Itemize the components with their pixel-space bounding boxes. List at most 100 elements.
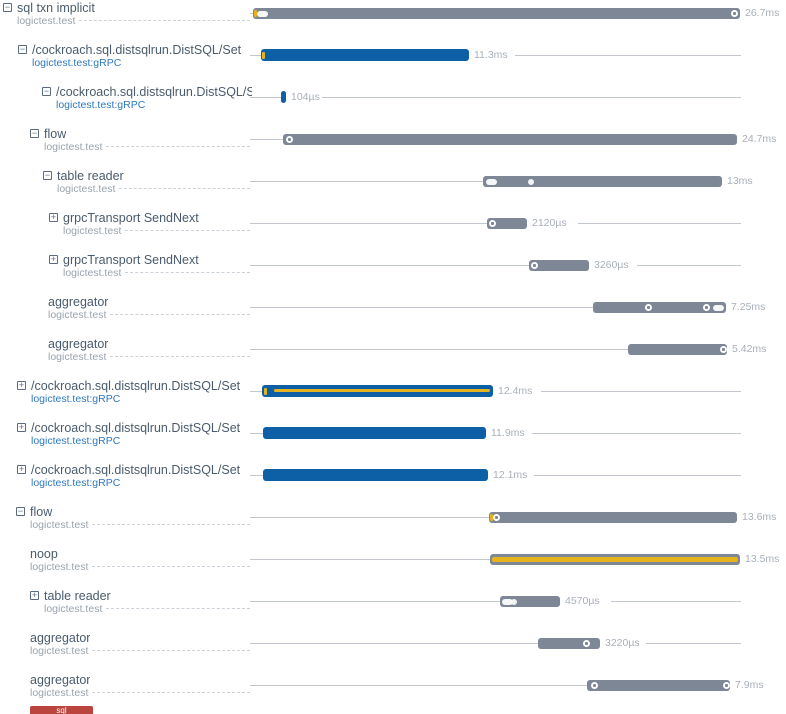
span-bar[interactable] [500, 596, 560, 607]
collapse-icon[interactable]: − [3, 2, 12, 12]
event-marker [489, 220, 496, 227]
pre-line [250, 13, 253, 14]
span-timeline: 11.3ms [250, 42, 786, 84]
leader-dashes [106, 608, 250, 609]
span-timeline: 12.4ms [250, 378, 786, 420]
collapse-icon[interactable]: − [43, 170, 52, 180]
leader-dashes [125, 230, 250, 231]
span-bar[interactable] [587, 680, 730, 691]
span-bar[interactable] [263, 469, 488, 481]
event-marker [286, 136, 293, 143]
span-title-line: + grpcTransport SendNext [49, 212, 252, 226]
span-title-line: + /cockroach.sql.distsqlrun.DistSQL/Set [17, 464, 252, 478]
trace-span-row: − flow logictest.test 13.6ms [0, 504, 786, 546]
span-timeline: 13.6ms [250, 504, 786, 546]
span-title: sql txn implicit [17, 2, 95, 15]
span-subtitle-line: logictest.test:gRPC [18, 58, 252, 71]
span-bar[interactable] [253, 8, 740, 19]
span-title-line: aggregator [48, 338, 252, 352]
span-bar[interactable] [489, 512, 737, 523]
span-subtitle-line: logictest.test [30, 646, 252, 659]
span-title-line: − table reader [43, 170, 252, 184]
span-bar[interactable] [281, 91, 286, 103]
pre-line [250, 601, 500, 602]
span-bar[interactable] [529, 260, 589, 271]
span-bar[interactable] [261, 49, 469, 61]
highlight-stripe [492, 557, 738, 562]
span-label: − flow logictest.test [0, 128, 252, 168]
trace-span-row: + grpcTransport SendNext logictest.test … [0, 210, 786, 252]
span-subtitle[interactable]: logictest.test:gRPC [56, 99, 146, 111]
event-marker [528, 178, 534, 185]
span-subtitle: logictest.test [48, 309, 107, 321]
expand-icon[interactable]: + [17, 464, 26, 474]
span-subtitle[interactable]: logictest.test:gRPC [31, 477, 121, 489]
span-bar[interactable] [283, 134, 737, 145]
clipped-badge-label: sql [56, 706, 67, 714]
trail-line [646, 643, 741, 644]
span-bar[interactable] [538, 638, 600, 649]
collapse-icon[interactable]: − [42, 86, 51, 96]
span-title: /cockroach.sql.distsqlrun.DistSQL/Set [31, 380, 241, 393]
span-bar[interactable] [490, 554, 740, 565]
collapse-icon[interactable]: − [30, 128, 39, 138]
span-title: grpcTransport SendNext [63, 254, 199, 267]
span-title: aggregator [30, 632, 91, 645]
span-bar[interactable] [593, 302, 726, 313]
span-title: flow [44, 128, 67, 141]
span-subtitle[interactable]: logictest.test:gRPC [31, 393, 121, 405]
span-bar[interactable] [628, 344, 727, 355]
expand-icon[interactable]: + [30, 590, 39, 600]
event-marker [257, 10, 268, 17]
span-duration: 5.42ms [732, 343, 767, 355]
trace-span-row: + table reader logictest.test 4570µs [0, 588, 786, 630]
span-subtitle: logictest.test [44, 141, 103, 153]
span-subtitle-line: logictest.test [30, 688, 252, 701]
span-subtitle: logictest.test [30, 645, 89, 657]
span-timeline: 2120µs [250, 210, 786, 252]
span-subtitle-line: logictest.test [48, 352, 252, 365]
span-label: − table reader logictest.test [0, 170, 252, 210]
span-title: aggregator [48, 296, 109, 309]
span-bar[interactable] [487, 218, 527, 229]
trail-line [578, 223, 741, 224]
trace-span-row: − flow logictest.test 24.7ms [0, 126, 786, 168]
trail-line [637, 265, 741, 266]
span-subtitle: logictest.test [44, 603, 103, 615]
span-subtitle-line: logictest.test [48, 310, 252, 323]
expand-icon[interactable]: + [49, 254, 58, 264]
trail-line [611, 601, 741, 602]
span-label: + grpcTransport SendNext logictest.test [0, 212, 252, 252]
span-duration: 12.4ms [498, 385, 533, 397]
span-timeline: 3220µs [250, 630, 786, 672]
pre-line [250, 391, 262, 392]
event-marker [511, 598, 517, 605]
trace-span-row: + /cockroach.sql.distsqlrun.DistSQL/Set … [0, 462, 786, 504]
collapse-icon[interactable]: − [18, 44, 27, 54]
span-duration: 3260µs [594, 259, 629, 271]
collapse-icon[interactable]: − [16, 506, 25, 516]
span-duration: 7.9ms [735, 679, 764, 691]
span-subtitle[interactable]: logictest.test:gRPC [31, 435, 121, 447]
span-title-line: + grpcTransport SendNext [49, 254, 252, 268]
span-subtitle-line: logictest.test [30, 142, 252, 155]
span-timeline: 4570µs [250, 588, 786, 630]
span-timeline: 3260µs [250, 252, 786, 294]
span-timeline: 104µs [250, 84, 786, 126]
span-duration: 2120µs [532, 217, 567, 229]
expand-icon[interactable]: + [17, 422, 26, 432]
leader-dashes [92, 566, 250, 567]
span-title: flow [30, 506, 53, 519]
trace-span-row: + /cockroach.sql.distsqlrun.DistSQL/Set … [0, 420, 786, 462]
expand-icon[interactable]: + [49, 212, 58, 222]
span-bar[interactable] [483, 176, 722, 187]
span-bar[interactable] [262, 385, 493, 397]
span-subtitle-line: logictest.test [43, 184, 252, 197]
pre-line [250, 685, 587, 686]
span-subtitle[interactable]: logictest.test:gRPC [32, 57, 122, 69]
expand-icon[interactable]: + [17, 380, 26, 390]
span-title-line: − /cockroach.sql.distsqlrun.DistSQL/Set [18, 44, 252, 58]
span-bar[interactable] [263, 427, 486, 439]
span-timeline: 24.7ms [250, 126, 786, 168]
